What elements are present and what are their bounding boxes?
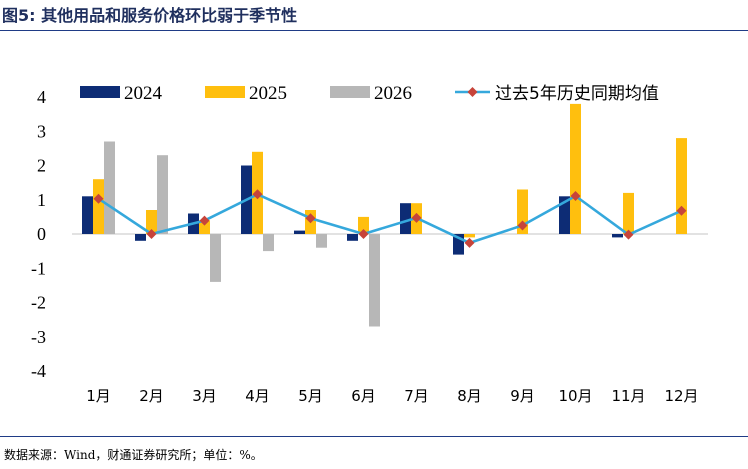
x-category-label: 4月 — [245, 387, 270, 405]
y-tick-label: 4 — [37, 87, 46, 107]
y-tick-label: 3 — [37, 121, 46, 141]
bar-2024-11月 — [612, 234, 623, 238]
x-category-label: 11月 — [611, 387, 645, 405]
figure-title: 图5: 其他用品和服务价格环比弱于季节性 — [2, 6, 298, 25]
legend-label-average: 过去5年历史同期均值 — [495, 84, 659, 104]
bar-2025-3月 — [199, 220, 210, 234]
legend-swatch-2026 — [330, 86, 370, 98]
average-marker-11月 — [623, 229, 634, 240]
bar-2025-1月 — [93, 179, 104, 234]
x-category-label: 10月 — [558, 387, 592, 405]
x-category-label: 5月 — [298, 387, 323, 405]
average-marker-9月 — [517, 220, 528, 231]
x-category-label: 9月 — [510, 387, 535, 405]
bar-2025-12月 — [676, 138, 687, 234]
x-category-labels: 1月 2月 3月 4月 5月 6月 7月 8月 9月 10月 11月 12月 — [86, 387, 698, 405]
bar-2026-1月 — [104, 141, 115, 234]
average-marker-1月 — [93, 193, 104, 204]
x-category-label: 7月 — [404, 387, 429, 405]
bar-2025-10月 — [570, 103, 581, 235]
average-marker-3月 — [199, 215, 210, 226]
y-tick-label: -1 — [31, 258, 46, 278]
legend-swatch-2024 — [80, 86, 120, 98]
average-marker-4月 — [252, 189, 263, 200]
y-tick-label: -3 — [31, 327, 46, 347]
bar-2026-5月 — [316, 234, 327, 248]
x-category-label: 12月 — [664, 387, 698, 405]
y-tick-labels: 4 3 2 1 0 -1 -2 -3 -4 — [31, 87, 46, 381]
legend-label-2025: 2025 — [249, 83, 287, 104]
y-tick-label: 2 — [37, 156, 46, 176]
x-category-label: 3月 — [192, 387, 217, 405]
bar-2025-6月 — [358, 216, 369, 234]
legend-swatch-2025 — [205, 86, 245, 98]
bar-2024-1月 — [82, 196, 93, 234]
legend-swatch-marker — [467, 87, 478, 97]
average-marker-12月 — [676, 205, 687, 216]
bar-2025-9月 — [517, 189, 528, 234]
y-tick-label: 1 — [37, 190, 46, 210]
bar-2024-8月 — [453, 234, 464, 255]
source-note: 数据来源：Wind，财通证券研究所；单位：%。 — [4, 448, 263, 462]
bar-2024-6月 — [347, 234, 358, 241]
bars — [82, 103, 687, 327]
bar-2026-4月 — [263, 234, 274, 252]
y-tick-label: -4 — [31, 361, 46, 381]
bar-2024-10月 — [559, 196, 570, 234]
bar-2026-2月 — [157, 155, 168, 234]
average-line-path — [97, 193, 683, 245]
bar-2024-2月 — [135, 234, 146, 241]
average-marker-6月 — [358, 229, 369, 239]
bar-2025-11月 — [623, 192, 634, 234]
legend-label-2026: 2026 — [374, 83, 412, 104]
bar-2024-7月 — [400, 203, 411, 234]
bar-2026-3月 — [210, 234, 221, 282]
legend: 2024 2025 2026 过去5年历史同期均值 — [80, 83, 659, 104]
bar-2026-6月 — [369, 234, 380, 327]
x-category-label: 6月 — [351, 387, 376, 405]
average-line — [93, 189, 687, 248]
x-category-label: 1月 — [86, 387, 111, 405]
y-tick-label: 0 — [37, 224, 46, 244]
average-marker-8月 — [464, 237, 475, 248]
bar-2024-5月 — [294, 230, 305, 234]
average-marker-5月 — [305, 213, 316, 224]
x-category-label: 2月 — [139, 387, 164, 405]
y-tick-label: -2 — [31, 293, 46, 313]
title-rule — [0, 30, 748, 31]
bar-2025-2月 — [146, 210, 157, 234]
average-marker-7月 — [411, 212, 422, 223]
x-category-label: 8月 — [457, 387, 482, 405]
legend-label-2024: 2024 — [124, 83, 163, 104]
average-marker-10月 — [570, 190, 581, 201]
source-rule — [0, 436, 748, 437]
average-marker-2月 — [146, 229, 157, 239]
bar-2025-8月 — [464, 234, 475, 238]
